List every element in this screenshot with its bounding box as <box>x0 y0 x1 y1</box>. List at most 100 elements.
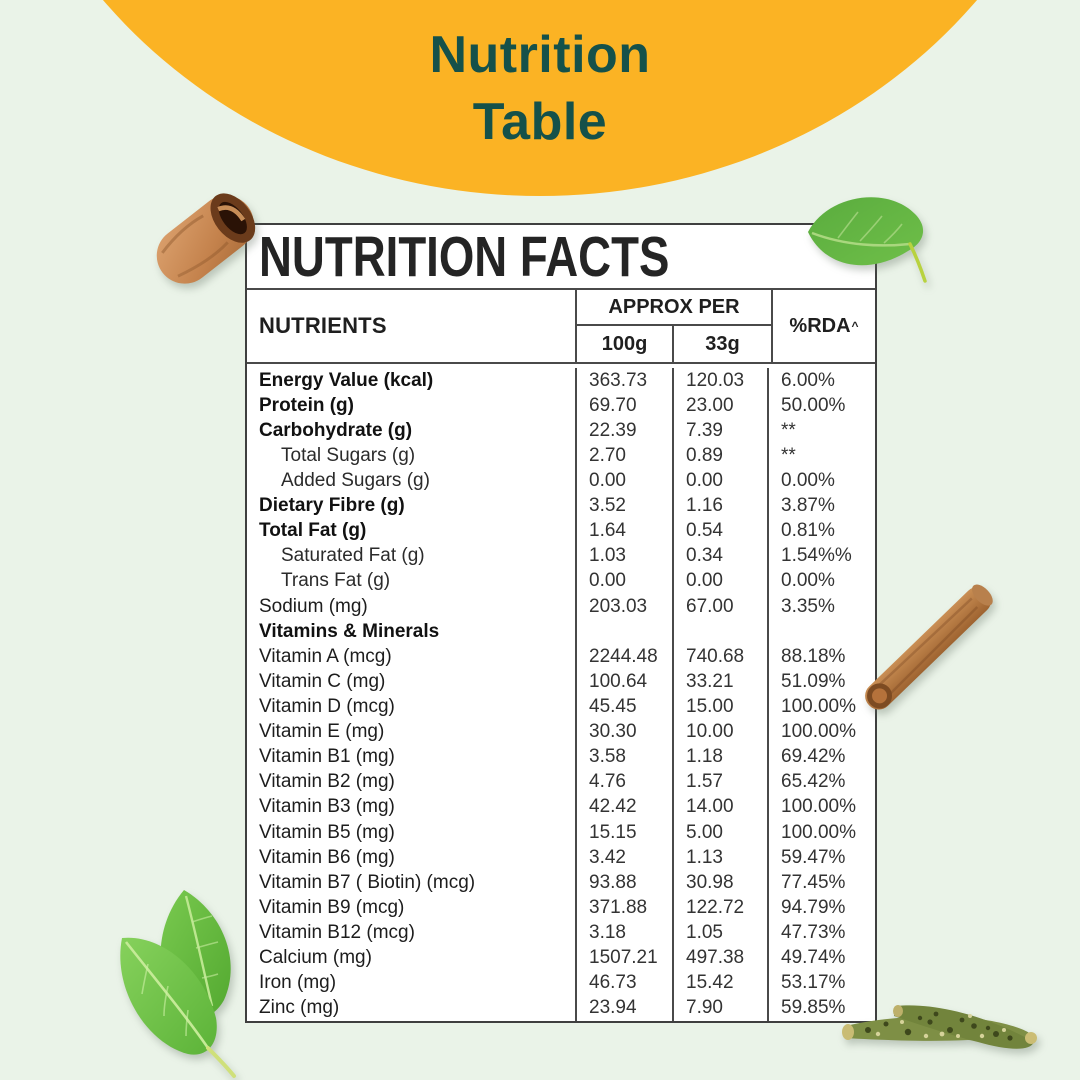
row-value-rda: 51.09% <box>781 670 846 692</box>
row-value-100g: 0.00 <box>577 568 674 594</box>
row-value-33g: 23.00 <box>674 393 769 419</box>
row-value-rda: 6.00% <box>781 369 835 391</box>
row-nutrient-label: Vitamin B6 (mg) <box>247 845 577 871</box>
row-value-rda: 0.81% <box>781 520 835 542</box>
row-value-100g: 2.70 <box>577 443 674 469</box>
row-nutrient-label: Total Fat (g) <box>247 518 577 544</box>
header-approx-per: APPROX PER <box>577 290 771 326</box>
header-rda: %RDA ^ <box>771 290 875 362</box>
row-value-33g: 120.03 <box>674 368 769 394</box>
row-value-rda: 53.17% <box>781 972 846 994</box>
row-value-rda: 100.00% <box>781 695 857 717</box>
nutrition-facts-card: NUTRITION FACTS NUTRIENTS APPROX PER 100… <box>245 223 877 1023</box>
row-value-100g: 1.64 <box>577 518 674 544</box>
header-approx-columns: 100g 33g <box>577 326 771 362</box>
row-value-rda: 94.79% <box>781 896 846 918</box>
table-row: Vitamin B3 (mg) 42.42 14.00 100.00% <box>247 794 875 820</box>
header-rda-label: %RDA <box>789 314 851 337</box>
table-row: Vitamins & Minerals <box>247 619 875 645</box>
row-value-33g: 497.38 <box>674 945 769 971</box>
row-nutrient-label: Iron (mg) <box>247 970 577 996</box>
row-value-rda: 69.42% <box>781 746 846 768</box>
table-row: Calcium (mg) 1507.21 497.38 49.74% <box>247 945 875 971</box>
row-nutrient-label: Vitamin E (mg) <box>247 719 577 745</box>
row-value-33g: 1.16 <box>674 493 769 519</box>
header-nutrients: NUTRIENTS <box>247 290 577 362</box>
row-value-33g: 7.39 <box>674 418 769 444</box>
row-value-100g: 371.88 <box>577 895 674 921</box>
row-value-100g: 3.52 <box>577 493 674 519</box>
row-nutrient-label: Vitamin B1 (mg) <box>247 744 577 770</box>
row-nutrient-label: Vitamin D (mcg) <box>247 694 577 720</box>
header-col-100g: 100g <box>577 326 674 362</box>
row-value-33g: 1.05 <box>674 920 769 946</box>
row-value-100g: 3.18 <box>577 920 674 946</box>
row-nutrient-label: Zinc (mg) <box>247 995 577 1021</box>
row-nutrient-label: Vitamin B12 (mcg) <box>247 920 577 946</box>
row-value-rda: 59.47% <box>781 846 846 868</box>
row-nutrient-label: Protein (g) <box>247 393 577 419</box>
mint-leaves-image <box>120 890 236 1078</box>
row-value-100g: 1.03 <box>577 543 674 569</box>
row-nutrient-label: Vitamin B7 ( Biotin) (mcg) <box>247 870 577 896</box>
row-nutrient-label: Sodium (mg) <box>247 593 577 620</box>
table-row: Saturated Fat (g) 1.03 0.34 1.54%% <box>247 543 875 569</box>
row-value-33g: 30.98 <box>674 870 769 896</box>
row-value-100g <box>577 619 674 645</box>
row-value-33g: 33.21 <box>674 669 769 695</box>
table-row: Vitamin B5 (mg) 15.15 5.00 100.00% <box>247 819 875 846</box>
table-row: Vitamin B7 ( Biotin) (mcg) 93.88 30.98 7… <box>247 870 875 896</box>
table-row: Vitamin B1 (mg) 3.58 1.18 69.42% <box>247 744 875 770</box>
row-value-33g: 1.18 <box>674 744 769 770</box>
table-row: Energy Value (kcal) 363.73 120.03 6.00% <box>247 368 875 394</box>
row-value-100g: 3.42 <box>577 845 674 871</box>
table-row: Vitamin B9 (mcg) 371.88 122.72 94.79% <box>247 895 875 921</box>
row-value-33g: 1.57 <box>674 769 769 795</box>
row-value-rda: 49.74% <box>781 947 846 969</box>
row-nutrient-label: Vitamin B5 (mg) <box>247 819 577 846</box>
row-value-33g: 740.68 <box>674 644 769 670</box>
row-value-100g: 100.64 <box>577 669 674 695</box>
row-value-rda: ** <box>781 444 796 466</box>
row-nutrient-label: Saturated Fat (g) <box>247 543 577 569</box>
row-nutrient-label: Dietary Fibre (g) <box>247 493 577 519</box>
row-value-33g: 7.90 <box>674 995 769 1021</box>
row-value-100g: 42.42 <box>577 794 674 820</box>
card-title: NUTRITION FACTS <box>259 224 670 289</box>
row-value-100g: 0.00 <box>577 468 674 494</box>
table-row: Carbohydrate (g) 22.39 7.39 ** <box>247 418 875 444</box>
table-row: Protein (g) 69.70 23.00 50.00% <box>247 393 875 419</box>
row-value-100g: 69.70 <box>577 393 674 419</box>
dried-green-sticks-image <box>842 1005 1037 1049</box>
table-row: Dietary Fibre (g) 3.52 1.16 3.87% <box>247 493 875 519</box>
row-value-100g: 363.73 <box>577 368 674 394</box>
row-value-rda: 50.00% <box>781 394 846 416</box>
row-value-33g: 5.00 <box>674 819 769 846</box>
row-value-100g: 203.03 <box>577 593 674 620</box>
row-nutrient-label: Trans Fat (g) <box>247 568 577 594</box>
row-value-33g: 0.00 <box>674 568 769 594</box>
row-value-rda: 3.35% <box>781 595 835 617</box>
row-value-100g: 30.30 <box>577 719 674 745</box>
table-header: NUTRIENTS APPROX PER 100g 33g %RDA ^ <box>247 290 875 364</box>
green-leaf-image <box>808 197 927 283</box>
row-value-100g: 23.94 <box>577 995 674 1021</box>
table-row: Total Sugars (g) 2.70 0.89 ** <box>247 443 875 469</box>
row-nutrient-label: Vitamin A (mcg) <box>247 644 577 670</box>
row-value-rda: 0.00% <box>781 469 835 491</box>
row-value-100g: 45.45 <box>577 694 674 720</box>
row-value-100g: 1507.21 <box>577 945 674 971</box>
row-value-rda: ** <box>781 419 796 441</box>
banner-title: Nutrition Table <box>0 22 1080 156</box>
row-value-33g: 0.89 <box>674 443 769 469</box>
banner-ellipse <box>103 0 977 196</box>
row-value-33g: 0.00 <box>674 468 769 494</box>
card-title-band: NUTRITION FACTS <box>247 225 875 290</box>
row-value-33g: 15.00 <box>674 694 769 720</box>
table-row: Total Fat (g) 1.64 0.54 0.81% <box>247 518 875 544</box>
row-value-33g: 1.13 <box>674 845 769 871</box>
row-value-100g: 3.58 <box>577 744 674 770</box>
table-row: Vitamin E (mg) 30.30 10.00 100.00% <box>247 719 875 745</box>
row-nutrient-label: Vitamin C (mg) <box>247 669 577 695</box>
